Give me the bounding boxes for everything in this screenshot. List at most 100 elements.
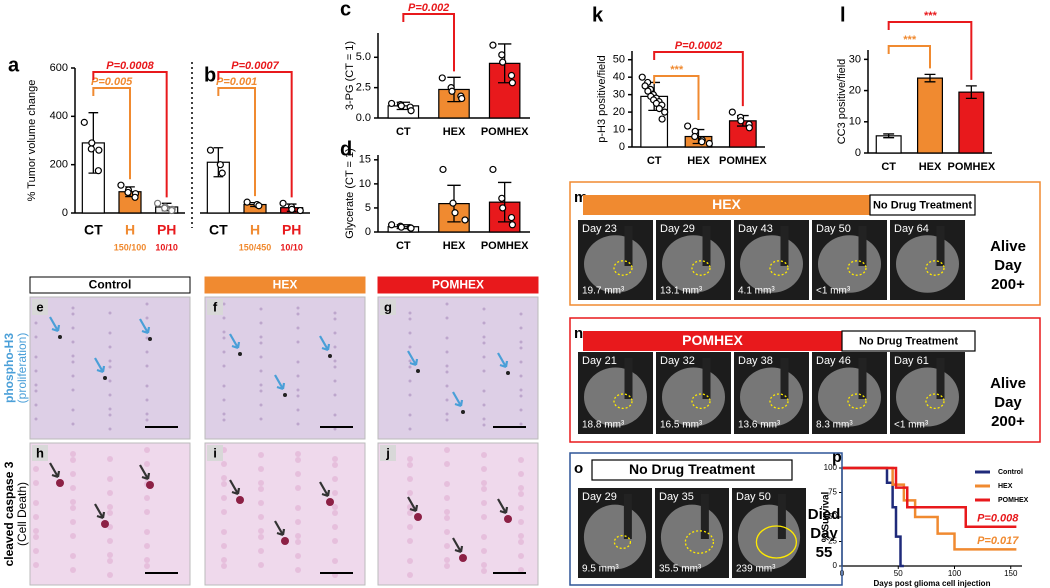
data-point — [661, 108, 669, 116]
cell — [107, 504, 113, 510]
cell — [71, 422, 75, 426]
cell — [222, 384, 226, 388]
cell — [295, 457, 301, 463]
panel-letter: j — [385, 445, 390, 460]
x-tick-label: H — [250, 222, 260, 238]
panel-frame — [569, 317, 1041, 443]
cell — [518, 491, 524, 497]
cell — [482, 389, 486, 393]
x-tick-label: CT — [647, 155, 662, 167]
data-point — [255, 202, 263, 210]
cell — [258, 452, 264, 458]
cell — [295, 505, 301, 511]
cell — [332, 504, 338, 510]
column-header-label: HEX — [273, 278, 298, 292]
stained-cell — [101, 520, 109, 528]
cell — [33, 500, 39, 506]
cell — [482, 423, 486, 427]
cell — [107, 552, 113, 558]
data-point — [658, 115, 666, 123]
cell — [221, 509, 227, 515]
cell — [408, 427, 412, 431]
data-point — [638, 73, 646, 81]
x-tick-label: 100 — [948, 569, 962, 578]
significance-label: *** — [903, 34, 917, 46]
cell — [107, 490, 113, 496]
cell — [444, 515, 450, 521]
data-point — [449, 199, 457, 207]
brain — [737, 504, 801, 570]
cell — [108, 345, 112, 349]
significance-bracket — [887, 21, 973, 80]
cell — [107, 476, 113, 482]
cell — [71, 388, 75, 392]
panel-letter: a — [8, 54, 20, 76]
x-tick-label: CT — [396, 126, 411, 138]
cell — [221, 529, 227, 535]
cell — [519, 360, 523, 364]
panel-letter: h — [36, 445, 44, 460]
y-tick-label: 25 — [828, 537, 837, 546]
volume-label: 18.8 mm³ — [582, 420, 625, 431]
stained-cell — [504, 515, 512, 523]
cell — [408, 359, 412, 363]
significance-bracket — [653, 75, 700, 121]
outcome-label: Alive — [990, 375, 1026, 392]
x-tick-label: HEX — [687, 155, 710, 167]
cell — [222, 418, 226, 422]
cell — [258, 534, 264, 540]
survival-curve — [842, 466, 904, 568]
tumor-outline — [691, 260, 711, 276]
panel-letter: d — [340, 138, 352, 160]
cell — [145, 302, 149, 306]
brain — [660, 504, 724, 570]
outcome-label: Died — [808, 506, 841, 523]
significance-label: *** — [670, 64, 684, 76]
data-point — [499, 204, 507, 212]
no-drug-label: No Drug Treatment — [859, 335, 958, 347]
cell — [407, 538, 413, 544]
cell — [444, 543, 450, 549]
cell — [518, 471, 524, 477]
cell — [259, 341, 263, 345]
volume-label: <1 mm³ — [816, 286, 851, 297]
implant — [624, 358, 633, 399]
cell — [333, 427, 337, 431]
y-tick-label: 20 — [849, 84, 861, 96]
cell — [519, 340, 523, 344]
row-label: cleaved caspase 3 — [2, 461, 16, 566]
panel-letter: l — [840, 4, 846, 26]
cell — [145, 398, 149, 402]
column-header-label: POMHEX — [432, 278, 484, 292]
cell — [445, 370, 449, 374]
data-point — [388, 99, 396, 108]
treatment-label: HEX — [712, 196, 741, 212]
cell — [145, 412, 149, 416]
day-label: Day 43 — [738, 223, 773, 235]
arrow — [274, 374, 286, 391]
stained-cell — [148, 337, 152, 341]
cell — [259, 321, 263, 325]
data-point — [508, 221, 516, 229]
arrow — [452, 537, 464, 554]
x-tick-label: PH — [282, 222, 301, 238]
cell — [444, 529, 450, 535]
cell — [222, 364, 226, 368]
data-point — [458, 94, 466, 103]
data-point — [745, 124, 753, 132]
panel-frame — [569, 452, 843, 586]
cell — [296, 408, 300, 412]
y-tick-label: 2.5 — [356, 82, 371, 94]
x-tick-label: CT — [84, 222, 103, 238]
micrograph — [377, 296, 539, 440]
cell — [295, 471, 301, 477]
cell — [332, 538, 338, 544]
cell — [70, 505, 76, 511]
cell — [407, 510, 413, 516]
cell — [296, 388, 300, 392]
stained-cell — [236, 496, 244, 504]
day-label: Day 35 — [659, 491, 694, 503]
outcome-label: 200+ — [991, 276, 1025, 293]
cell — [481, 466, 487, 472]
significance-bracket — [92, 71, 168, 198]
